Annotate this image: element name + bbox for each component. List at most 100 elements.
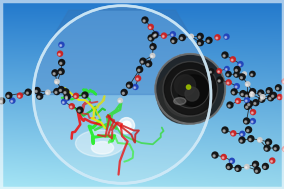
Circle shape [283, 146, 284, 152]
Circle shape [150, 44, 156, 50]
Circle shape [241, 94, 243, 96]
Circle shape [253, 100, 259, 106]
Circle shape [250, 94, 252, 96]
Circle shape [146, 61, 152, 67]
Circle shape [250, 92, 254, 97]
Circle shape [245, 167, 247, 168]
Circle shape [245, 121, 247, 123]
Circle shape [225, 69, 227, 70]
Circle shape [137, 67, 143, 72]
Circle shape [209, 69, 214, 74]
Circle shape [77, 107, 83, 113]
Circle shape [227, 74, 229, 76]
Circle shape [273, 145, 279, 151]
Ellipse shape [174, 98, 186, 105]
Circle shape [171, 38, 177, 43]
Circle shape [25, 89, 31, 95]
Circle shape [223, 55, 225, 57]
Circle shape [172, 40, 174, 42]
Circle shape [262, 163, 268, 169]
Circle shape [213, 155, 215, 157]
Circle shape [234, 84, 239, 89]
Circle shape [133, 84, 138, 89]
Circle shape [38, 96, 40, 98]
Circle shape [245, 95, 248, 97]
Circle shape [245, 98, 250, 103]
Circle shape [246, 106, 248, 108]
Circle shape [244, 118, 250, 124]
Circle shape [231, 131, 236, 136]
Circle shape [245, 165, 249, 169]
Circle shape [239, 74, 245, 80]
Circle shape [154, 32, 159, 37]
Circle shape [58, 51, 62, 56]
Circle shape [252, 161, 258, 167]
Circle shape [210, 71, 211, 73]
Circle shape [142, 17, 148, 23]
Circle shape [59, 71, 61, 74]
Polygon shape [33, 6, 211, 94]
Circle shape [197, 40, 203, 46]
Circle shape [246, 84, 248, 86]
Circle shape [147, 64, 149, 66]
Circle shape [226, 80, 231, 85]
Circle shape [235, 69, 237, 71]
Circle shape [128, 85, 130, 87]
Circle shape [249, 139, 251, 141]
Circle shape [216, 37, 218, 39]
Circle shape [265, 148, 267, 150]
Circle shape [60, 62, 62, 64]
Circle shape [254, 164, 256, 166]
Circle shape [164, 75, 206, 117]
Circle shape [126, 82, 132, 88]
Circle shape [258, 90, 264, 96]
Circle shape [232, 92, 234, 94]
Circle shape [270, 158, 275, 163]
Circle shape [180, 91, 190, 101]
Circle shape [278, 97, 280, 99]
Circle shape [11, 101, 12, 102]
Circle shape [35, 90, 37, 92]
Circle shape [66, 98, 67, 100]
Circle shape [240, 140, 242, 142]
Circle shape [264, 166, 266, 168]
Circle shape [171, 34, 173, 36]
Circle shape [140, 58, 146, 64]
Circle shape [150, 53, 155, 58]
Circle shape [82, 92, 88, 98]
Circle shape [277, 88, 279, 90]
Circle shape [264, 145, 270, 151]
Circle shape [235, 86, 237, 88]
Circle shape [251, 91, 253, 94]
Circle shape [74, 96, 76, 98]
Circle shape [153, 35, 155, 37]
Circle shape [236, 168, 238, 170]
Circle shape [226, 71, 231, 77]
Circle shape [231, 89, 237, 95]
Ellipse shape [76, 130, 124, 157]
Circle shape [235, 165, 241, 171]
Circle shape [218, 80, 220, 82]
Circle shape [245, 100, 247, 102]
Circle shape [250, 71, 255, 77]
Circle shape [136, 78, 138, 80]
Circle shape [60, 45, 62, 46]
Circle shape [46, 90, 50, 95]
Circle shape [53, 73, 55, 75]
Circle shape [151, 46, 153, 49]
Circle shape [261, 97, 263, 98]
Circle shape [230, 161, 232, 163]
Circle shape [0, 101, 2, 103]
Circle shape [274, 148, 276, 150]
Circle shape [141, 61, 143, 63]
Circle shape [37, 93, 43, 99]
Circle shape [228, 105, 230, 107]
Circle shape [180, 37, 182, 40]
Circle shape [277, 94, 282, 100]
Circle shape [148, 35, 154, 41]
Circle shape [226, 163, 232, 170]
Circle shape [199, 43, 201, 45]
Circle shape [118, 98, 122, 103]
Circle shape [260, 99, 262, 101]
Circle shape [74, 93, 79, 98]
